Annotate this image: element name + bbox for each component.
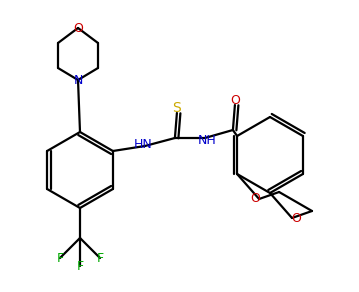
Text: O: O [73,22,83,34]
Text: S: S [173,101,181,115]
Text: HN: HN [134,138,152,152]
Text: F: F [76,260,84,272]
Text: O: O [250,192,260,206]
Text: F: F [97,251,103,265]
Text: O: O [230,93,240,107]
Text: NH: NH [197,133,216,147]
Text: O: O [291,211,301,225]
Text: N: N [73,74,83,86]
Text: F: F [56,251,64,265]
